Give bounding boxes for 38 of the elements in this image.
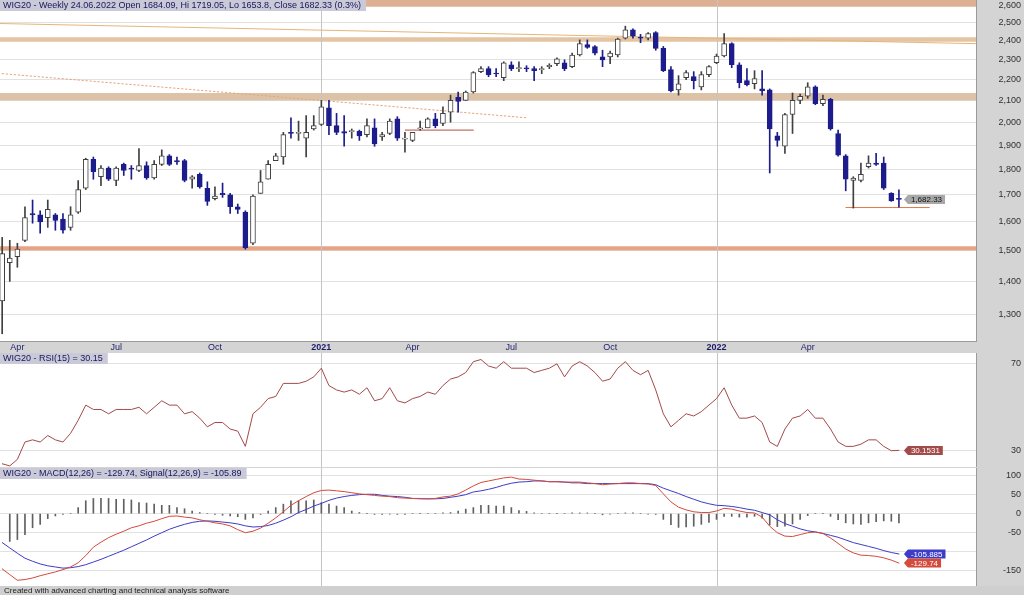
y-tick-label: 1,500 — [998, 245, 1021, 256]
x-tick-label: Apr — [800, 341, 815, 352]
y-tick-label: 2,100 — [998, 94, 1021, 105]
y-tick-label: 2,600 — [998, 0, 1021, 10]
y-tick-label: 1,600 — [998, 216, 1021, 227]
y-tick-label: 2,400 — [998, 35, 1021, 46]
y-tick-label: 2,300 — [998, 54, 1021, 65]
y-tick-label: 2,000 — [998, 116, 1021, 127]
annotation: 1,682.33 — [910, 195, 943, 205]
x-tick-label: Jul — [110, 341, 122, 352]
x-tick-label: 2021 — [311, 341, 332, 352]
x-tick-label: Jul — [505, 341, 518, 352]
chart-title: WIG20 - Weekly 24.06.2022 Open 1684.09, Hi 1719.05, Lo 1653.8, Close 1682.33 (0.3%) — [3, 0, 362, 11]
y-tick-label: 0 — [1015, 508, 1021, 519]
y-tick-label: 30 — [1010, 445, 1021, 456]
annotation: 30.1531 — [910, 446, 941, 456]
x-tick-label: Apr — [405, 341, 420, 352]
annotation: -105.885 — [910, 549, 944, 559]
y-tick-label: 1,400 — [998, 275, 1021, 286]
y-tick-label: 70 — [1010, 358, 1021, 369]
y-tick-label: 1,300 — [998, 308, 1021, 319]
y-tick-label: -150 — [1002, 565, 1021, 576]
y-tick-label: 100 — [1005, 470, 1021, 481]
y-tick-label: 2,200 — [998, 74, 1021, 85]
y-tick-label: 50 — [1010, 489, 1021, 500]
annotation: -129.74 — [910, 558, 939, 568]
y-tick-label: 1,900 — [998, 139, 1021, 150]
x-tick-label: 2022 — [706, 341, 727, 352]
x-tick-label: Apr — [10, 341, 25, 352]
y-tick-label: 1,800 — [998, 163, 1021, 174]
y-tick-label: 2,500 — [998, 17, 1021, 28]
x-tick-label: Oct — [603, 341, 618, 352]
chart-title: WIG20 - RSI(15) = 30.15 — [3, 353, 103, 364]
chart-title: WIG20 - MACD(12,26) = -129.74, Signal(12,26,9) = -105.89 — [3, 468, 242, 479]
y-tick-label: -50 — [1007, 527, 1021, 538]
y-tick-label: 1,700 — [998, 189, 1021, 200]
text: Created with advanced charting and technical analysis software — [0, 586, 1024, 595]
x-tick-label: Oct — [207, 341, 223, 352]
